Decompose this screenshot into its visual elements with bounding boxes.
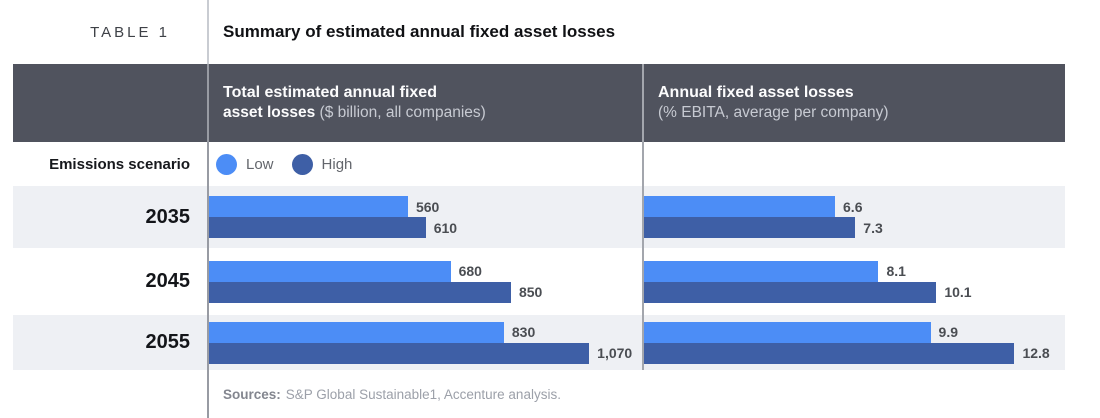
bar-line-high-2055: 1,070 — [209, 342, 641, 364]
bar-high-2055 — [644, 342, 1015, 364]
bar-value-label: 8.1 — [886, 263, 906, 279]
sources-label: Sources: — [223, 386, 281, 402]
year-label-2035: 2035 — [145, 205, 191, 228]
bars-2055-dollar: 830 1,070 — [209, 315, 641, 370]
bars-2055-ebita: 9.9 12.8 — [644, 315, 1065, 370]
legend-item-low: Low — [216, 153, 274, 175]
left-divider-line-top — [207, 0, 209, 64]
bar-line-low-2045: 680 — [209, 260, 641, 282]
bar-line-high-2045: 850 — [209, 281, 641, 303]
legend-item-high: High — [291, 153, 353, 175]
bar-line-low-2035: 560 — [209, 196, 641, 217]
legend-dot-low-icon — [216, 153, 237, 175]
bars-2035-ebita: 6.6 7.3 — [644, 186, 1065, 248]
bar-line-low-2045: 8.1 — [644, 260, 1065, 282]
header-band-background — [13, 64, 1065, 142]
bar-value-label: 680 — [458, 263, 482, 279]
bar-line-low-2055: 9.9 — [644, 321, 1065, 343]
bar-line-low-2055: 830 — [209, 321, 641, 343]
data-row-2035: 2035 560 610 6.6 7.3 — [0, 186, 1100, 248]
title-row: TABLE 1 Summary of estimated annual fixe… — [0, 0, 1100, 64]
table-number-label: TABLE 1 — [90, 23, 170, 41]
bar-value-label: 12.8 — [1022, 345, 1050, 361]
bar-high-2045 — [209, 281, 511, 303]
sources-text: Sources: S&P Global Sustainable1, Accent… — [223, 370, 561, 418]
legend-label-low: Low — [246, 155, 274, 173]
bar-line-high-2045: 10.1 — [644, 281, 1065, 303]
bar-low-2045 — [209, 260, 451, 282]
data-row-2045: 2045 680 850 8.1 10.1 — [0, 248, 1100, 315]
bar-value-label: 6.6 — [843, 198, 863, 215]
year-label-2045: 2045 — [145, 270, 191, 292]
bar-line-high-2035: 610 — [209, 217, 641, 238]
column-header-left-line1: Total estimated annual fixed — [223, 84, 437, 101]
bar-value-label: 7.3 — [863, 219, 883, 236]
column-header-left: Total estimated annual fixed asset losse… — [223, 64, 633, 142]
bar-low-2035 — [209, 196, 408, 217]
bar-high-2055 — [209, 342, 590, 364]
column-header-right: Annual fixed asset losses (% EBITA, aver… — [658, 64, 1058, 142]
center-divider-line — [642, 64, 644, 370]
bar-value-label: 560 — [415, 198, 440, 215]
figure-title: Summary of estimated annual fixed asset … — [223, 22, 616, 41]
legend: Low High — [216, 142, 352, 186]
bars-2045-dollar: 680 850 — [209, 248, 641, 315]
year-label-2055: 2055 — [145, 331, 191, 353]
bar-value-label: 10.1 — [944, 284, 972, 300]
bar-value-label: 850 — [518, 284, 543, 300]
bar-value-label: 610 — [433, 219, 458, 236]
bar-value-label: 9.9 — [938, 324, 958, 340]
column-header-left-line2-units: ($ billion, all companies) — [319, 104, 486, 121]
column-header-right-line2: (% EBITA, average per company) — [658, 103, 1058, 123]
bar-high-2035 — [209, 217, 426, 238]
emissions-scenario-label: Emissions scenario — [49, 155, 190, 173]
row-background — [13, 186, 1065, 248]
data-row-2055: 2055 830 1,070 9.9 12.8 — [0, 315, 1100, 370]
legend-dot-high-icon — [291, 153, 313, 175]
bar-high-2045 — [644, 281, 937, 303]
bar-value-label: 1,070 — [597, 345, 633, 361]
column-header-right-line1: Annual fixed asset losses — [658, 84, 854, 101]
legend-row: Emissions scenario Low High — [0, 142, 1100, 186]
bar-high-2035 — [644, 217, 856, 238]
legend-label-high: High — [321, 155, 353, 173]
bar-low-2055 — [644, 321, 931, 343]
sources-value: S&P Global Sustainable1, Accenture analy… — [285, 386, 561, 402]
left-divider-line — [207, 64, 209, 418]
bar-value-label: 830 — [511, 324, 536, 340]
bars-2045-ebita: 8.1 10.1 — [644, 248, 1065, 315]
column-header-left-line2-bold: asset losses — [223, 104, 316, 121]
column-header-right-line2-units: (% EBITA, average per company) — [658, 104, 889, 121]
column-header-band: Total estimated annual fixed asset losse… — [0, 64, 1100, 142]
bar-line-high-2055: 12.8 — [644, 342, 1065, 364]
bars-2035-dollar: 560 610 — [209, 186, 641, 248]
bar-line-high-2035: 7.3 — [644, 217, 1065, 238]
column-header-left-line2: asset losses ($ billion, all companies) — [223, 103, 633, 123]
sources-row: Sources: S&P Global Sustainable1, Accent… — [0, 370, 1100, 418]
bar-line-low-2035: 6.6 — [644, 196, 1065, 217]
bar-low-2045 — [644, 260, 879, 282]
bar-low-2055 — [209, 321, 504, 343]
bar-low-2035 — [644, 196, 836, 217]
